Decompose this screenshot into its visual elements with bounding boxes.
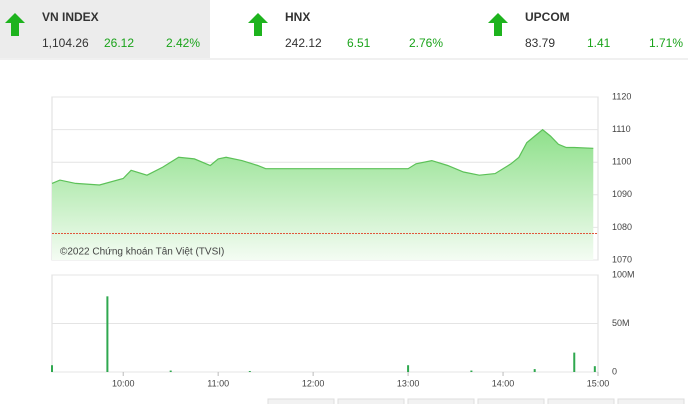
index-percent: 1.71%	[649, 36, 683, 50]
y-tick-label: 1070	[612, 254, 632, 264]
volume-bar	[106, 296, 109, 372]
price-line	[51, 128, 594, 186]
volume-bar	[248, 371, 251, 372]
volume-bar	[407, 365, 410, 372]
index-name: VN INDEX	[42, 10, 99, 24]
bottom-tabs	[267, 398, 685, 404]
index-change: 1.41	[587, 36, 611, 50]
index-change: 26.12	[104, 36, 134, 50]
volume-bar	[573, 352, 576, 372]
volume-bar	[470, 370, 473, 372]
y-tick-label: 50M	[612, 318, 630, 328]
y-tick-label: 1100	[612, 157, 631, 167]
x-tick-label: 12:00	[302, 378, 325, 388]
index-percent: 2.76%	[409, 36, 443, 50]
up-arrow	[488, 13, 508, 36]
index-change: 6.51	[347, 36, 371, 50]
index-value: 1,104.26	[42, 36, 89, 50]
index-value: 242.12	[285, 36, 322, 50]
index-item[interactable]: UPCOM 83.79 1.41 1.71%	[488, 10, 683, 50]
y-tick-label: 1120	[612, 91, 631, 101]
price-area	[52, 129, 594, 260]
x-tick-label: 14:00	[492, 378, 515, 388]
up-arrow	[5, 13, 25, 36]
x-tick-label: 13:00	[397, 378, 420, 388]
y-tick-label: 0	[612, 366, 617, 376]
x-tick-label: 11:00	[207, 378, 229, 388]
volume-bar	[533, 369, 536, 372]
y-tick-label: 1090	[612, 189, 632, 199]
index-item[interactable]: HNX 242.12 6.51 2.76%	[248, 10, 443, 50]
index-name: UPCOM	[525, 10, 570, 24]
volume-bar	[593, 366, 596, 372]
index-item[interactable]: VN INDEX 1,104.26 26.12 2.42%	[5, 10, 200, 50]
active-tab[interactable]	[0, 0, 210, 58]
index-percent: 2.42%	[166, 36, 200, 50]
x-tick-label: 10:00	[112, 378, 135, 388]
index-value: 83.79	[525, 36, 555, 50]
volume-bar	[169, 370, 172, 372]
up-arrow	[248, 13, 268, 36]
copyright: ©2022 Chứng khoán Tân Việt (TVSI)	[60, 247, 224, 258]
y-tick-label: 100M	[612, 269, 635, 279]
y-tick-label: 1080	[612, 222, 632, 232]
volume-bar	[51, 365, 53, 372]
y-tick-label: 1110	[612, 124, 631, 134]
x-tick-label: 15:00	[587, 378, 610, 388]
index-name: HNX	[285, 10, 310, 24]
